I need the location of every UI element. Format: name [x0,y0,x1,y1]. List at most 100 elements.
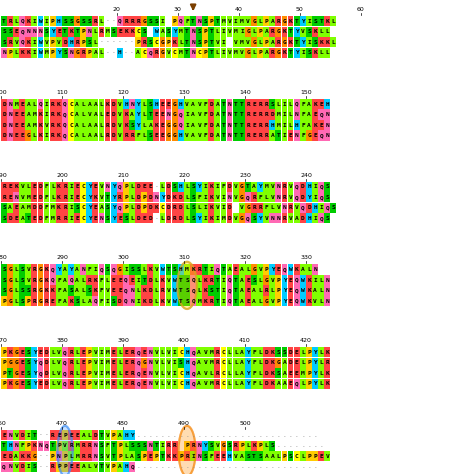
Text: 280: 280 [0,255,7,260]
Text: .: . [283,433,286,438]
Text: K: K [210,184,213,189]
Text: K: K [326,19,329,24]
Bar [227,202,233,213]
Text: A: A [20,205,24,210]
Text: L: L [319,350,323,355]
Bar [178,192,184,202]
Text: C: C [155,40,158,45]
Bar [294,202,300,213]
Bar [324,296,330,306]
Bar [37,192,44,202]
Text: D: D [301,184,305,189]
Text: N: N [326,288,329,293]
Text: .: . [155,464,158,469]
Text: E: E [130,278,134,283]
Bar [330,202,336,213]
Text: A: A [240,278,244,283]
Text: S: S [20,267,24,272]
Bar [92,192,98,202]
Text: H: H [179,267,183,272]
Bar [1,379,7,389]
Text: F: F [100,288,103,293]
Bar [117,430,123,440]
Text: .: . [143,433,146,438]
Bar [160,347,165,357]
Text: S: S [307,29,311,34]
Text: G: G [14,371,18,376]
Text: R: R [33,278,36,283]
Bar [92,99,98,109]
Text: V: V [167,288,171,293]
Bar [269,347,275,357]
Text: P: P [155,454,158,459]
Text: K: K [191,267,195,272]
Bar [13,16,19,26]
Text: 300: 300 [117,255,129,260]
Text: Y: Y [313,350,317,355]
Bar [99,202,104,213]
Text: D: D [148,288,152,293]
Bar [74,37,80,47]
Bar [282,120,287,130]
Bar [7,16,13,26]
Text: A: A [20,216,24,221]
Bar [135,37,141,47]
Text: T: T [216,278,219,283]
Bar [160,264,165,274]
Bar [288,451,293,461]
Text: S: S [155,19,158,24]
Text: L: L [14,50,18,55]
Bar [190,192,196,202]
Bar [19,275,25,285]
Text: D: D [179,205,183,210]
Text: S: S [33,464,36,469]
Text: .: . [167,433,171,438]
Text: K: K [326,382,329,386]
Text: G: G [252,267,256,272]
Text: Y: Y [112,205,116,210]
Bar [227,120,233,130]
Text: G: G [143,19,146,24]
Bar [312,275,318,285]
Bar [220,27,227,36]
Text: Q: Q [63,112,67,117]
Text: L: L [246,267,250,272]
Bar [68,285,74,296]
Bar [154,368,159,378]
Bar [135,120,141,130]
Bar [306,37,312,47]
Text: T: T [161,454,164,459]
Text: K: K [307,288,311,293]
Text: E: E [295,350,299,355]
Bar [99,430,104,440]
Text: F: F [252,360,256,365]
Bar [245,130,251,140]
Bar [318,109,324,119]
Text: H: H [124,101,128,107]
Text: D: D [264,360,268,365]
Bar [172,16,178,26]
Bar [324,120,330,130]
Text: I: I [45,133,49,138]
Text: E: E [14,216,18,221]
Bar [154,130,159,140]
Bar [44,109,49,119]
Bar [141,451,147,461]
Bar [202,120,208,130]
Bar [318,202,324,213]
Text: R: R [246,112,250,117]
Text: .: . [271,433,274,438]
Text: 20: 20 [113,7,121,12]
Bar [306,27,312,36]
Bar [1,451,7,461]
Text: .: . [289,464,292,469]
Bar [56,462,62,472]
Text: R: R [69,360,73,365]
Bar [220,264,227,274]
Bar [117,285,123,296]
Text: L: L [75,371,79,376]
Text: C: C [222,350,226,355]
Text: K: K [27,454,30,459]
Text: Q: Q [191,288,195,293]
Bar [56,202,62,213]
